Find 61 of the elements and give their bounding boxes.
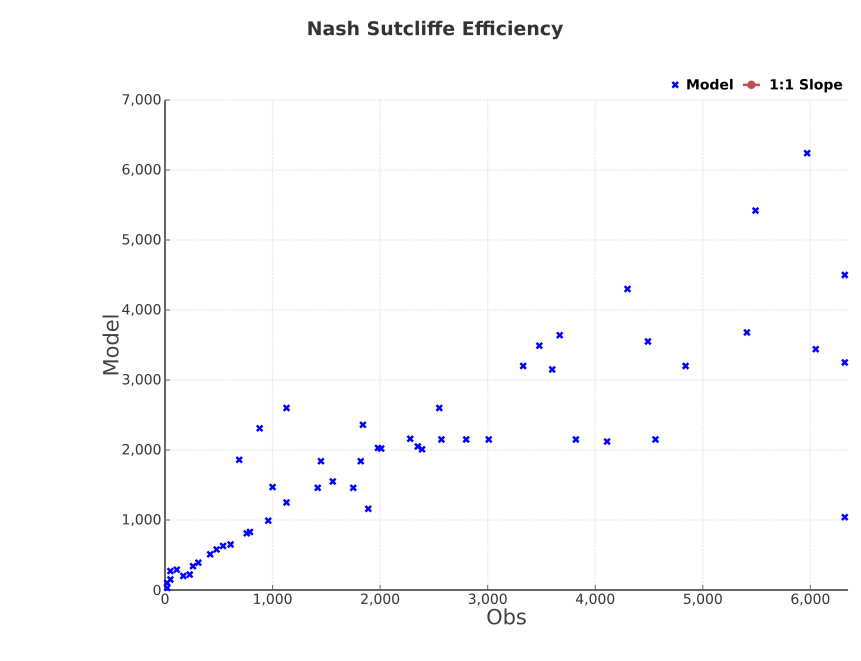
point xyxy=(548,365,556,374)
point xyxy=(316,457,326,466)
point xyxy=(268,483,277,492)
legend-label: 1:1 Slope xyxy=(770,78,842,92)
y-tick-label: 1,000 xyxy=(123,514,161,526)
point xyxy=(644,337,652,346)
point xyxy=(328,477,337,486)
point xyxy=(840,358,849,367)
point xyxy=(374,444,382,452)
point xyxy=(166,575,174,584)
point xyxy=(751,206,760,215)
point xyxy=(264,516,272,525)
chart-title: Nash Sutcliffe Efficiency xyxy=(308,20,564,40)
x-tick-label: 2,000 xyxy=(361,594,400,606)
y-tick-label: 5,000 xyxy=(122,234,161,246)
x-tick-label: 3,000 xyxy=(468,594,507,606)
point xyxy=(282,498,291,507)
x-tick-label: 0 xyxy=(161,594,169,604)
point xyxy=(519,362,528,370)
point xyxy=(462,435,470,444)
point xyxy=(282,404,291,412)
x-tick-label: 1,000 xyxy=(254,594,292,606)
x-axis-title: Obs xyxy=(487,608,526,625)
y-tick-label: 2,000 xyxy=(122,444,161,456)
point xyxy=(256,424,264,432)
point xyxy=(840,513,849,522)
y-tick-label: 0 xyxy=(154,584,161,596)
point xyxy=(812,345,820,354)
point xyxy=(235,456,244,464)
point xyxy=(651,435,660,444)
x-tick-label: 5,000 xyxy=(684,594,722,606)
point xyxy=(406,434,414,443)
point xyxy=(603,438,612,446)
point xyxy=(206,550,214,558)
y-axis-title: Model xyxy=(102,316,119,374)
point xyxy=(364,504,372,513)
legend-label: Model xyxy=(687,78,733,90)
y-tick-label: 7,000 xyxy=(122,94,161,106)
point xyxy=(682,362,690,370)
point xyxy=(556,331,564,340)
point xyxy=(435,404,444,412)
x-tick-label: 6,000 xyxy=(791,594,830,606)
point xyxy=(437,435,446,444)
point xyxy=(377,444,386,453)
point xyxy=(803,149,812,158)
point xyxy=(742,328,751,336)
point xyxy=(246,528,254,536)
y-tick-label: 3,000 xyxy=(122,374,161,386)
point xyxy=(840,270,849,280)
point xyxy=(535,342,544,350)
x-tick-label: 4,000 xyxy=(576,594,614,606)
point xyxy=(572,435,580,444)
point xyxy=(314,484,322,492)
y-tick-label: 4,000 xyxy=(122,304,161,316)
point xyxy=(356,457,365,466)
point xyxy=(349,484,358,492)
point xyxy=(623,284,632,294)
point xyxy=(484,435,493,444)
point xyxy=(358,420,367,429)
y-tick-label: 6,000 xyxy=(122,164,161,176)
point xyxy=(242,529,251,538)
